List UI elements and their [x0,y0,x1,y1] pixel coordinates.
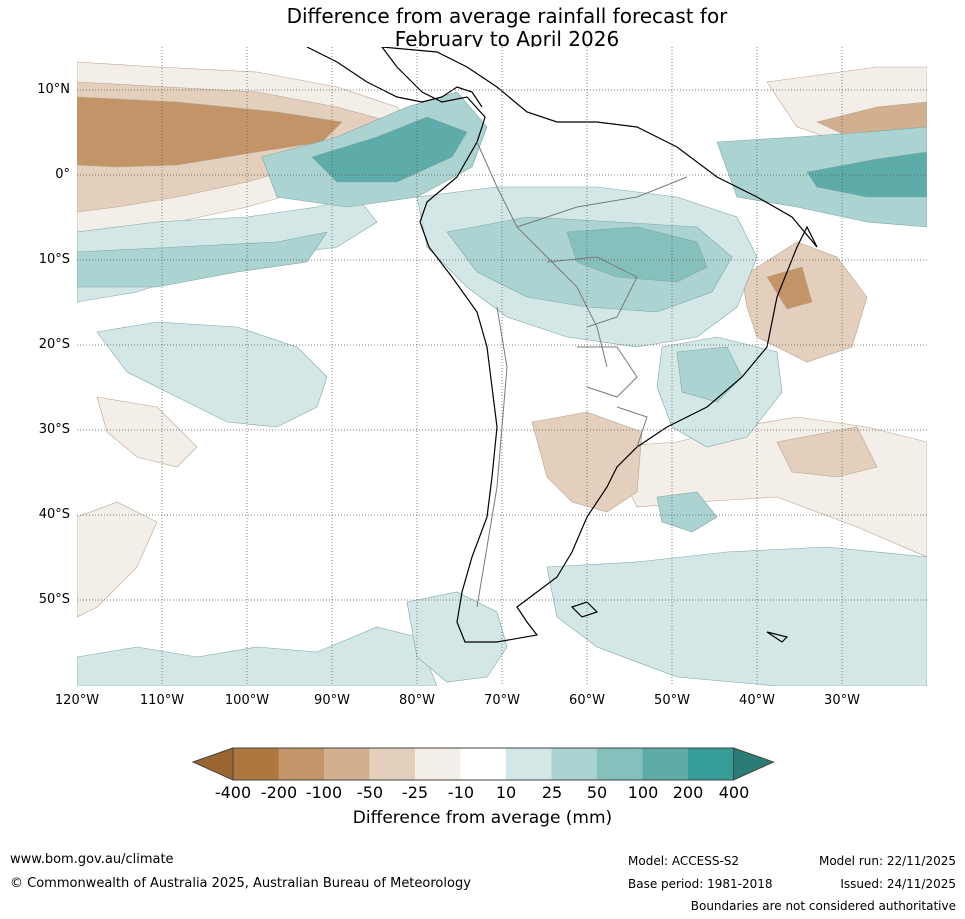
map-title-line-1: Difference from average rainfall forecas… [286,4,728,28]
boundary-chile-argentina [476,306,508,608]
lon-label-50w: 50°W [654,693,690,708]
lat-label-10s: 10°S [38,252,70,267]
colorbar-seg [551,748,597,780]
colorbar-tick-label: -200 [260,783,298,802]
dry-area-pacific-south-mid [96,396,198,468]
colorbar-tick-label: 100 [627,783,659,802]
wet-area-pacific-tropics-mid [77,231,328,288]
colorbar-tick-label: -10 [447,783,475,802]
colorbar-seg [597,748,643,780]
lat-label-0: 0° [55,167,70,182]
lon-label-70w: 70°W [484,693,520,708]
colorbar-tick-label: -25 [401,783,429,802]
lat-label-40s: 40°S [38,507,70,522]
colorbar [191,747,775,781]
boundaries-disclaimer: Boundaries are not considered authoritat… [690,899,956,913]
colorbar-tick-label: 50 [586,783,608,802]
colorbar-seg [369,748,415,780]
boundary-bolivia [546,256,638,328]
colorbar-cap-high [733,747,775,781]
colorbar-seg [642,748,688,780]
copyright-text: © Commonwealth of Australia 2025, Austra… [10,876,471,891]
colorbar-tick-label: -100 [305,783,343,802]
colorbar-title: Difference from average (mm) [352,808,613,828]
model-run-date: Model run: 22/11/2025 [818,854,956,868]
lat-label-50s: 50°S [38,592,70,607]
map-title-line-2: February to April 2026 [394,27,620,51]
colorbar-cap-low [191,747,234,781]
lon-label-120w: 120°W [54,693,100,708]
wet-area-patagonia [406,591,508,683]
lat-label-10n: 10°N [37,82,70,97]
rainfall-anomaly-map [77,47,927,686]
wet-area-equatorial-pacific-core [311,116,468,183]
lon-label-40w: 40°W [739,693,775,708]
dry-area-brazil-east-core [766,266,813,310]
colorbar-tick-label: -400 [214,783,252,802]
graticule [77,47,927,686]
colorbar-seg [324,748,370,780]
lon-label-90w: 90°W [314,693,350,708]
wet-area-atlantic-equatorial-core [806,151,927,198]
lon-label-100w: 100°W [224,693,270,708]
boundary-andes-north [476,141,608,368]
lon-label-80w: 80°W [399,693,435,708]
boundary-uruguay [616,406,648,448]
colorbar-seg [688,748,734,780]
lon-label-30w: 30°W [824,693,860,708]
wet-area-pacific-subtropics [96,321,328,428]
coastline-south-georgia [766,631,789,643]
colorbar-seg [278,748,324,780]
boundary-amazon [516,176,688,228]
lat-label-30s: 30°S [38,422,70,437]
colorbar-seg [233,748,279,780]
dry-area-south-atlantic-mid [776,426,878,478]
colorbar-frame [232,747,734,781]
dry-area-pacific-north-core [77,96,343,168]
colorbar-tick-label: 400 [718,783,750,802]
dry-area-south-atlantic [606,416,927,558]
colorbar-seg [460,748,506,780]
issued-date: Issued: 24/11/2025 [840,877,956,891]
dry-anomaly-areas [77,61,927,618]
boundary-paraguay [577,346,638,398]
wet-area-southern-ocean [546,546,927,686]
colorbar-tick-label: 10 [495,783,517,802]
lon-label-110w: 110°W [139,693,185,708]
colorbar-seg [415,748,461,780]
dry-area-pacific-south [77,501,158,618]
lat-label-20s: 20°S [38,337,70,352]
model-name: Model: ACCESS-S2 [628,854,740,868]
lon-label-60w: 60°W [569,693,605,708]
colorbar-tick-label: 200 [672,783,704,802]
colorbar-tick-label: -50 [356,783,384,802]
wet-area-pacific-southwest [77,626,438,686]
base-period: Base period: 1981-2018 [628,877,773,891]
wet-area-southeast-brazil-core [676,346,743,403]
colorbar-tick-label: 25 [541,783,563,802]
national-boundaries [476,141,688,608]
coastline-south-america [381,47,818,643]
coastline-falklands [570,601,599,618]
colorbar-seg [506,748,552,780]
wet-area-amazon-core [566,226,708,283]
website-link[interactable]: www.bom.gov.au/climate [10,852,174,867]
